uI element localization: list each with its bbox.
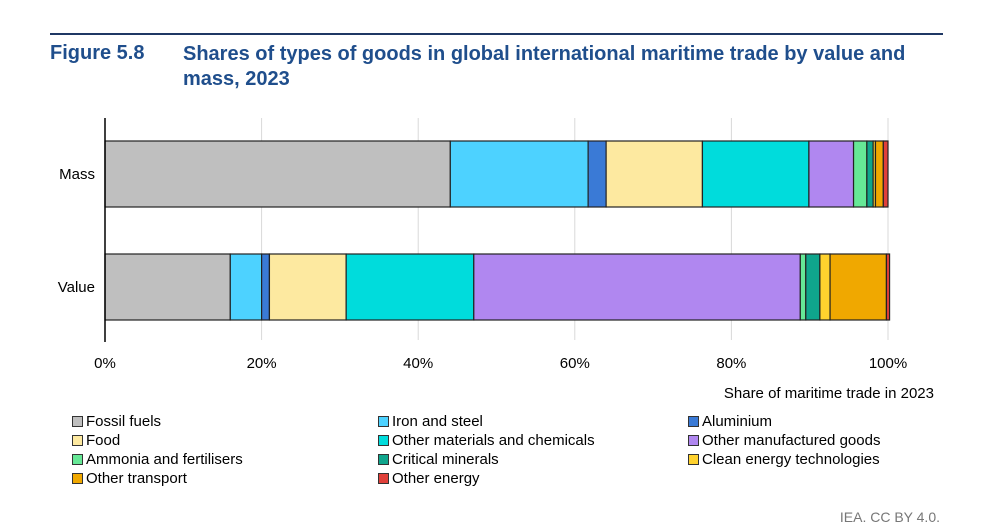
legend-label: Other transport [86, 470, 187, 487]
y-category-label: Mass [59, 166, 95, 183]
legend-label: Other energy [392, 470, 480, 487]
bar-segment-food [268, 253, 347, 321]
legend: Fossil fuels Iron and steel Aluminium Food O… [72, 412, 988, 488]
bar-segment-other-energy [882, 140, 889, 208]
legend-swatch [72, 416, 83, 427]
legend-label: Clean energy technologies [702, 451, 880, 468]
bar-segment-other-transport [829, 253, 888, 321]
title-rule [50, 33, 943, 35]
legend-label: Other manufactured goods [702, 432, 881, 449]
legend-item: Clean energy technologies [688, 450, 988, 469]
bar-segment-clean-energy-technologies [819, 253, 831, 321]
x-tick-label: 0% [94, 355, 116, 372]
bar-segment-critical-minerals [805, 253, 821, 321]
credit: IEA. CC BY 4.0. [839, 509, 940, 525]
figure-label: Figure 5.8 [50, 42, 145, 64]
y-category-label: Value [58, 279, 95, 296]
legend-swatch [378, 416, 389, 427]
legend-item: Other energy [378, 469, 688, 488]
bar-segment-fossil-fuels [104, 140, 451, 208]
chart-title: Shares of types of goods in global inter… [183, 43, 906, 90]
legend-label: Ammonia and fertilisers [86, 451, 243, 468]
bar-segment-other-materials-and-chemicals [701, 140, 810, 208]
legend-swatch [378, 435, 389, 446]
bar-segment-aluminium [587, 140, 607, 208]
legend-item: Other manufactured goods [688, 431, 988, 450]
x-axis-label: Share of maritime trade in 2023 [724, 385, 934, 402]
bar-segment-ammonia-and-fertilisers [852, 140, 868, 208]
legend-item: Ammonia and fertilisers [72, 450, 378, 469]
bar-segment-fossil-fuels [104, 253, 231, 321]
bar-segment-other-manufactured-goods [473, 253, 801, 321]
legend-item: Food [72, 431, 378, 450]
legend-swatch [378, 473, 389, 484]
bar-segment-critical-minerals [866, 140, 874, 208]
legend-item: Critical minerals [378, 450, 688, 469]
legend-item: Aluminium [688, 412, 988, 431]
bar-segment-ammonia-and-fertilisers [799, 253, 807, 321]
legend-label: Iron and steel [392, 413, 483, 430]
bar-segment-other-materials-and-chemicals [345, 253, 475, 321]
legend-label: Fossil fuels [86, 413, 162, 430]
legend-label: Aluminium [702, 413, 773, 430]
bar-segment-iron-and-steel [449, 140, 589, 208]
legend-label: Other materials and chemicals [392, 432, 595, 449]
legend-swatch [72, 454, 83, 465]
legend-swatch [688, 435, 699, 446]
legend-label: Critical minerals [392, 451, 499, 468]
bar-segment-food [605, 140, 704, 208]
legend-swatch [688, 416, 699, 427]
x-tick-label: 80% [716, 355, 746, 372]
bar-segment-other-manufactured-goods [808, 140, 855, 208]
legend-item: Other transport [72, 469, 378, 488]
legend-item: Iron and steel [378, 412, 688, 431]
x-tick-label: 40% [403, 355, 433, 372]
legend-item: Fossil fuels [72, 412, 378, 431]
legend-swatch [72, 435, 83, 446]
bar-segment-aluminium [261, 253, 271, 321]
legend-swatch [378, 454, 389, 465]
x-tick-label: 60% [560, 355, 590, 372]
legend-swatch [72, 473, 83, 484]
legend-swatch [688, 454, 699, 465]
bar-segment-iron-and-steel [229, 253, 263, 321]
legend-label: Food [86, 432, 121, 449]
legend-item: Other materials and chemicals [378, 431, 688, 450]
bar-segment-other-energy [885, 253, 891, 321]
x-tick-label: 20% [247, 355, 277, 372]
bar-segment-other-transport [874, 140, 884, 208]
x-tick-label: 100% [869, 355, 907, 372]
